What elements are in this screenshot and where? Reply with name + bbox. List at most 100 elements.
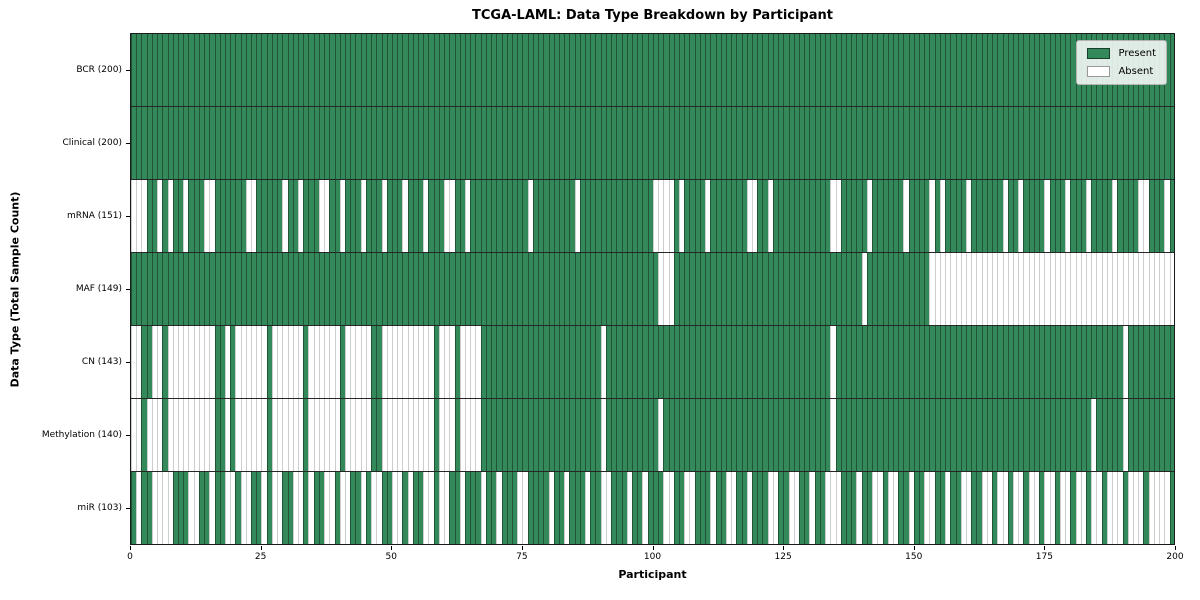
heatmap-cell bbox=[616, 326, 622, 398]
heatmap-cell bbox=[767, 472, 773, 544]
heatmap-cell bbox=[919, 180, 925, 252]
heatmap-cell bbox=[924, 399, 930, 471]
heatmap-cell bbox=[845, 253, 852, 325]
heatmap-cell bbox=[1138, 399, 1144, 471]
heatmap-cell bbox=[1117, 107, 1123, 179]
heatmap-cell bbox=[788, 253, 794, 325]
heatmap-cell bbox=[141, 399, 147, 471]
heatmap-cell bbox=[856, 399, 862, 471]
heatmap-cell bbox=[339, 326, 345, 398]
heatmap-cell bbox=[558, 253, 565, 325]
heatmap-cell bbox=[590, 34, 596, 106]
heatmap-cell bbox=[924, 180, 930, 252]
heatmap-cell bbox=[1096, 399, 1102, 471]
y-tick-mark bbox=[126, 69, 130, 71]
heatmap-cell bbox=[245, 399, 252, 471]
heatmap-cell bbox=[632, 107, 638, 179]
heatmap-cell bbox=[814, 34, 820, 106]
heatmap-cell bbox=[282, 472, 288, 544]
heatmap-cell bbox=[386, 326, 392, 398]
heatmap-cell bbox=[637, 399, 643, 471]
heatmap-cell bbox=[538, 399, 544, 471]
heatmap-cell bbox=[454, 107, 460, 179]
heatmap-cell bbox=[344, 399, 351, 471]
heatmap-cell bbox=[454, 34, 460, 106]
heatmap-cell bbox=[762, 326, 768, 398]
x-tick-label: 150 bbox=[905, 552, 923, 562]
heatmap-cell bbox=[511, 399, 518, 471]
heatmap-cell bbox=[955, 107, 961, 179]
heatmap-cell bbox=[1012, 34, 1019, 106]
heatmap-cell bbox=[308, 180, 314, 252]
heatmap-cell bbox=[1007, 326, 1013, 398]
heatmap-cell bbox=[177, 180, 184, 252]
heatmap-cell bbox=[720, 180, 726, 252]
heatmap-cell bbox=[287, 253, 293, 325]
heatmap-cell bbox=[204, 472, 210, 544]
heatmap-cell bbox=[224, 253, 231, 325]
heatmap-cell bbox=[266, 107, 272, 179]
heatmap-cell bbox=[783, 399, 789, 471]
heatmap-cell bbox=[574, 34, 580, 106]
heatmap-cell bbox=[157, 180, 163, 252]
heatmap-cell bbox=[913, 326, 920, 398]
heatmap-cell bbox=[1169, 326, 1174, 398]
heatmap-cell bbox=[527, 34, 533, 106]
heatmap-cell bbox=[1159, 107, 1165, 179]
heatmap-cell bbox=[637, 180, 643, 252]
heatmap-cell bbox=[600, 472, 606, 544]
heatmap-cell bbox=[292, 180, 298, 252]
present-swatch-icon bbox=[1087, 48, 1111, 59]
heatmap-cell bbox=[131, 34, 137, 106]
heatmap-cell bbox=[835, 34, 841, 106]
heatmap-cell bbox=[647, 180, 653, 252]
heatmap-row-miR bbox=[131, 472, 1174, 544]
heatmap-cell bbox=[1148, 326, 1154, 398]
heatmap-cell bbox=[752, 472, 758, 544]
heatmap-cell bbox=[752, 253, 758, 325]
heatmap-cell bbox=[684, 180, 690, 252]
heatmap-cell bbox=[318, 34, 325, 106]
heatmap-cell bbox=[976, 399, 982, 471]
heatmap-cell bbox=[517, 34, 523, 106]
heatmap-cell bbox=[741, 399, 747, 471]
heatmap-cell bbox=[642, 326, 648, 398]
heatmap-cell bbox=[898, 326, 904, 398]
heatmap-cell bbox=[162, 472, 168, 544]
heatmap-cell bbox=[240, 399, 246, 471]
heatmap-cell bbox=[334, 472, 340, 544]
heatmap-cell bbox=[433, 326, 439, 398]
heatmap-cell bbox=[491, 253, 497, 325]
heatmap-cell bbox=[788, 107, 794, 179]
heatmap-cell bbox=[224, 472, 231, 544]
heatmap-cell bbox=[903, 472, 909, 544]
heatmap-cell bbox=[955, 180, 961, 252]
heatmap-cell bbox=[762, 399, 768, 471]
heatmap-cell bbox=[1127, 399, 1133, 471]
heatmap-cell bbox=[339, 34, 345, 106]
heatmap-cell bbox=[292, 399, 298, 471]
heatmap-cell bbox=[898, 180, 904, 252]
heatmap-cell bbox=[245, 34, 252, 106]
heatmap-cell bbox=[397, 472, 403, 544]
heatmap-cell bbox=[1028, 472, 1034, 544]
heatmap-cell bbox=[762, 107, 768, 179]
heatmap-cell bbox=[1023, 399, 1029, 471]
heatmap-cell bbox=[793, 326, 799, 398]
heatmap-cell bbox=[845, 399, 852, 471]
heatmap-cell bbox=[277, 107, 283, 179]
heatmap-cell bbox=[548, 472, 554, 544]
heatmap-cell bbox=[710, 326, 716, 398]
heatmap-cell bbox=[767, 34, 773, 106]
heatmap-cell bbox=[971, 34, 977, 106]
heatmap-cell bbox=[339, 107, 345, 179]
heatmap-cell bbox=[344, 107, 351, 179]
heatmap-cell bbox=[637, 34, 643, 106]
heatmap-cell bbox=[986, 399, 993, 471]
heatmap-cell bbox=[992, 180, 998, 252]
heatmap-cell bbox=[475, 107, 481, 179]
heatmap-cell bbox=[652, 326, 659, 398]
heatmap-cell bbox=[872, 472, 878, 544]
heatmap-cell bbox=[230, 180, 236, 252]
heatmap-cell bbox=[1143, 326, 1149, 398]
